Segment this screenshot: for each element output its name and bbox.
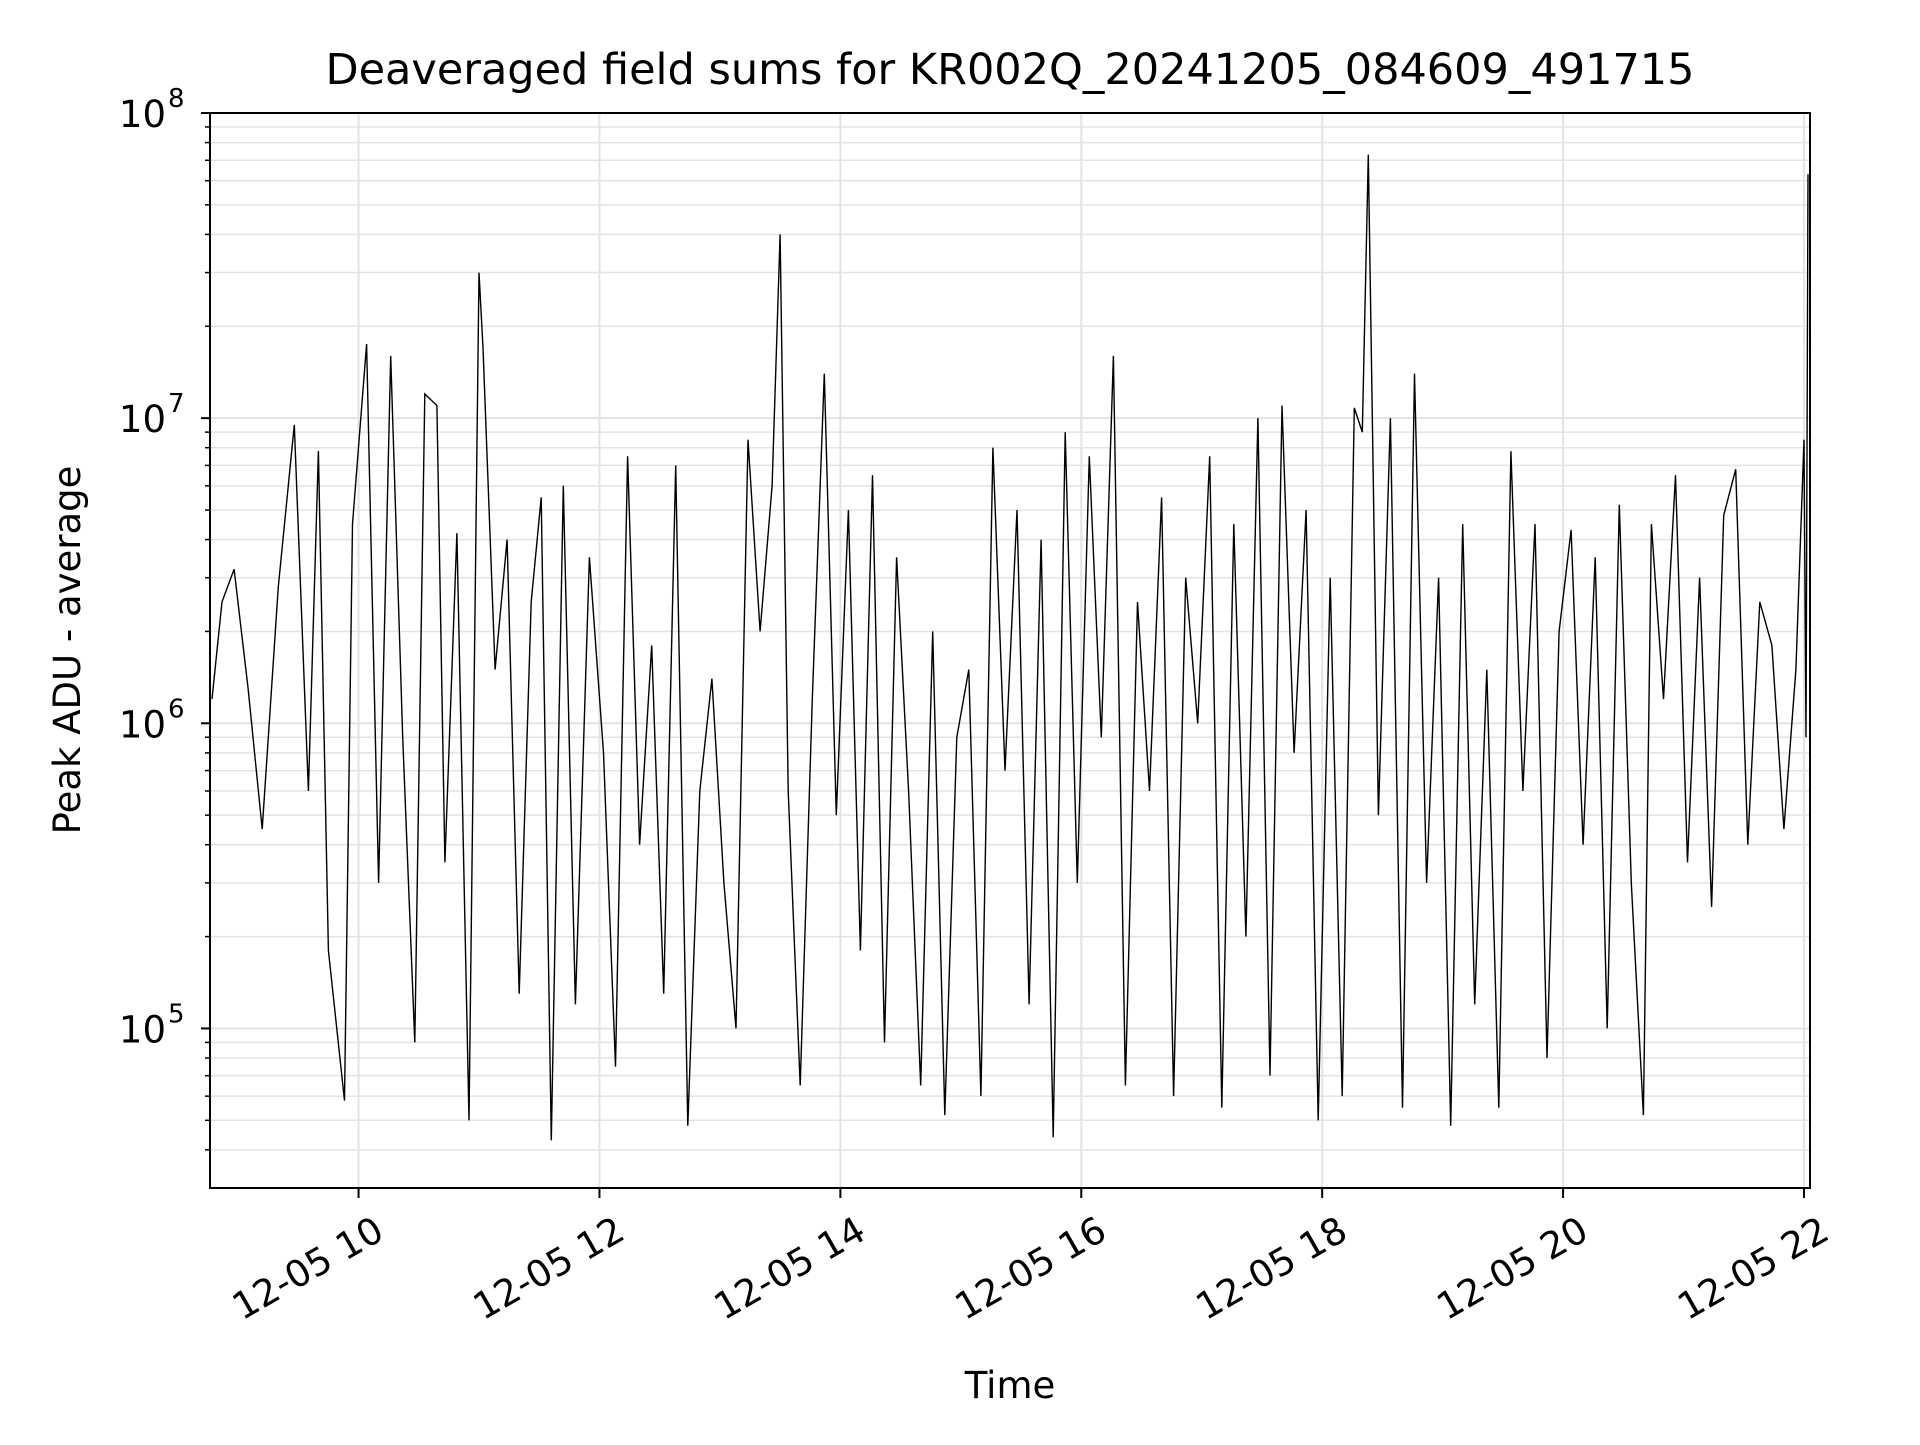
chart-title: Deaveraged field sums for KR002Q_2024120… xyxy=(325,45,1694,95)
x-axis-label: Time xyxy=(964,1364,1056,1407)
y-tick-label: 10 xyxy=(119,398,166,441)
plot-frame xyxy=(209,112,1811,1189)
y-tick-exponent: 5 xyxy=(168,999,185,1029)
data-series xyxy=(211,154,1809,1141)
y-tick-label: 10 xyxy=(119,1008,166,1051)
grid xyxy=(210,112,1810,1188)
y-axis-label: Peak ADU - average xyxy=(46,466,89,835)
y-tick-label: 10 xyxy=(119,93,166,136)
y-tick-exponent: 8 xyxy=(168,84,185,114)
y-tick-exponent: 6 xyxy=(168,694,185,724)
series-line xyxy=(211,154,1809,1141)
y-tick-exponent: 7 xyxy=(168,389,185,419)
y-tick-label: 10 xyxy=(119,703,166,746)
